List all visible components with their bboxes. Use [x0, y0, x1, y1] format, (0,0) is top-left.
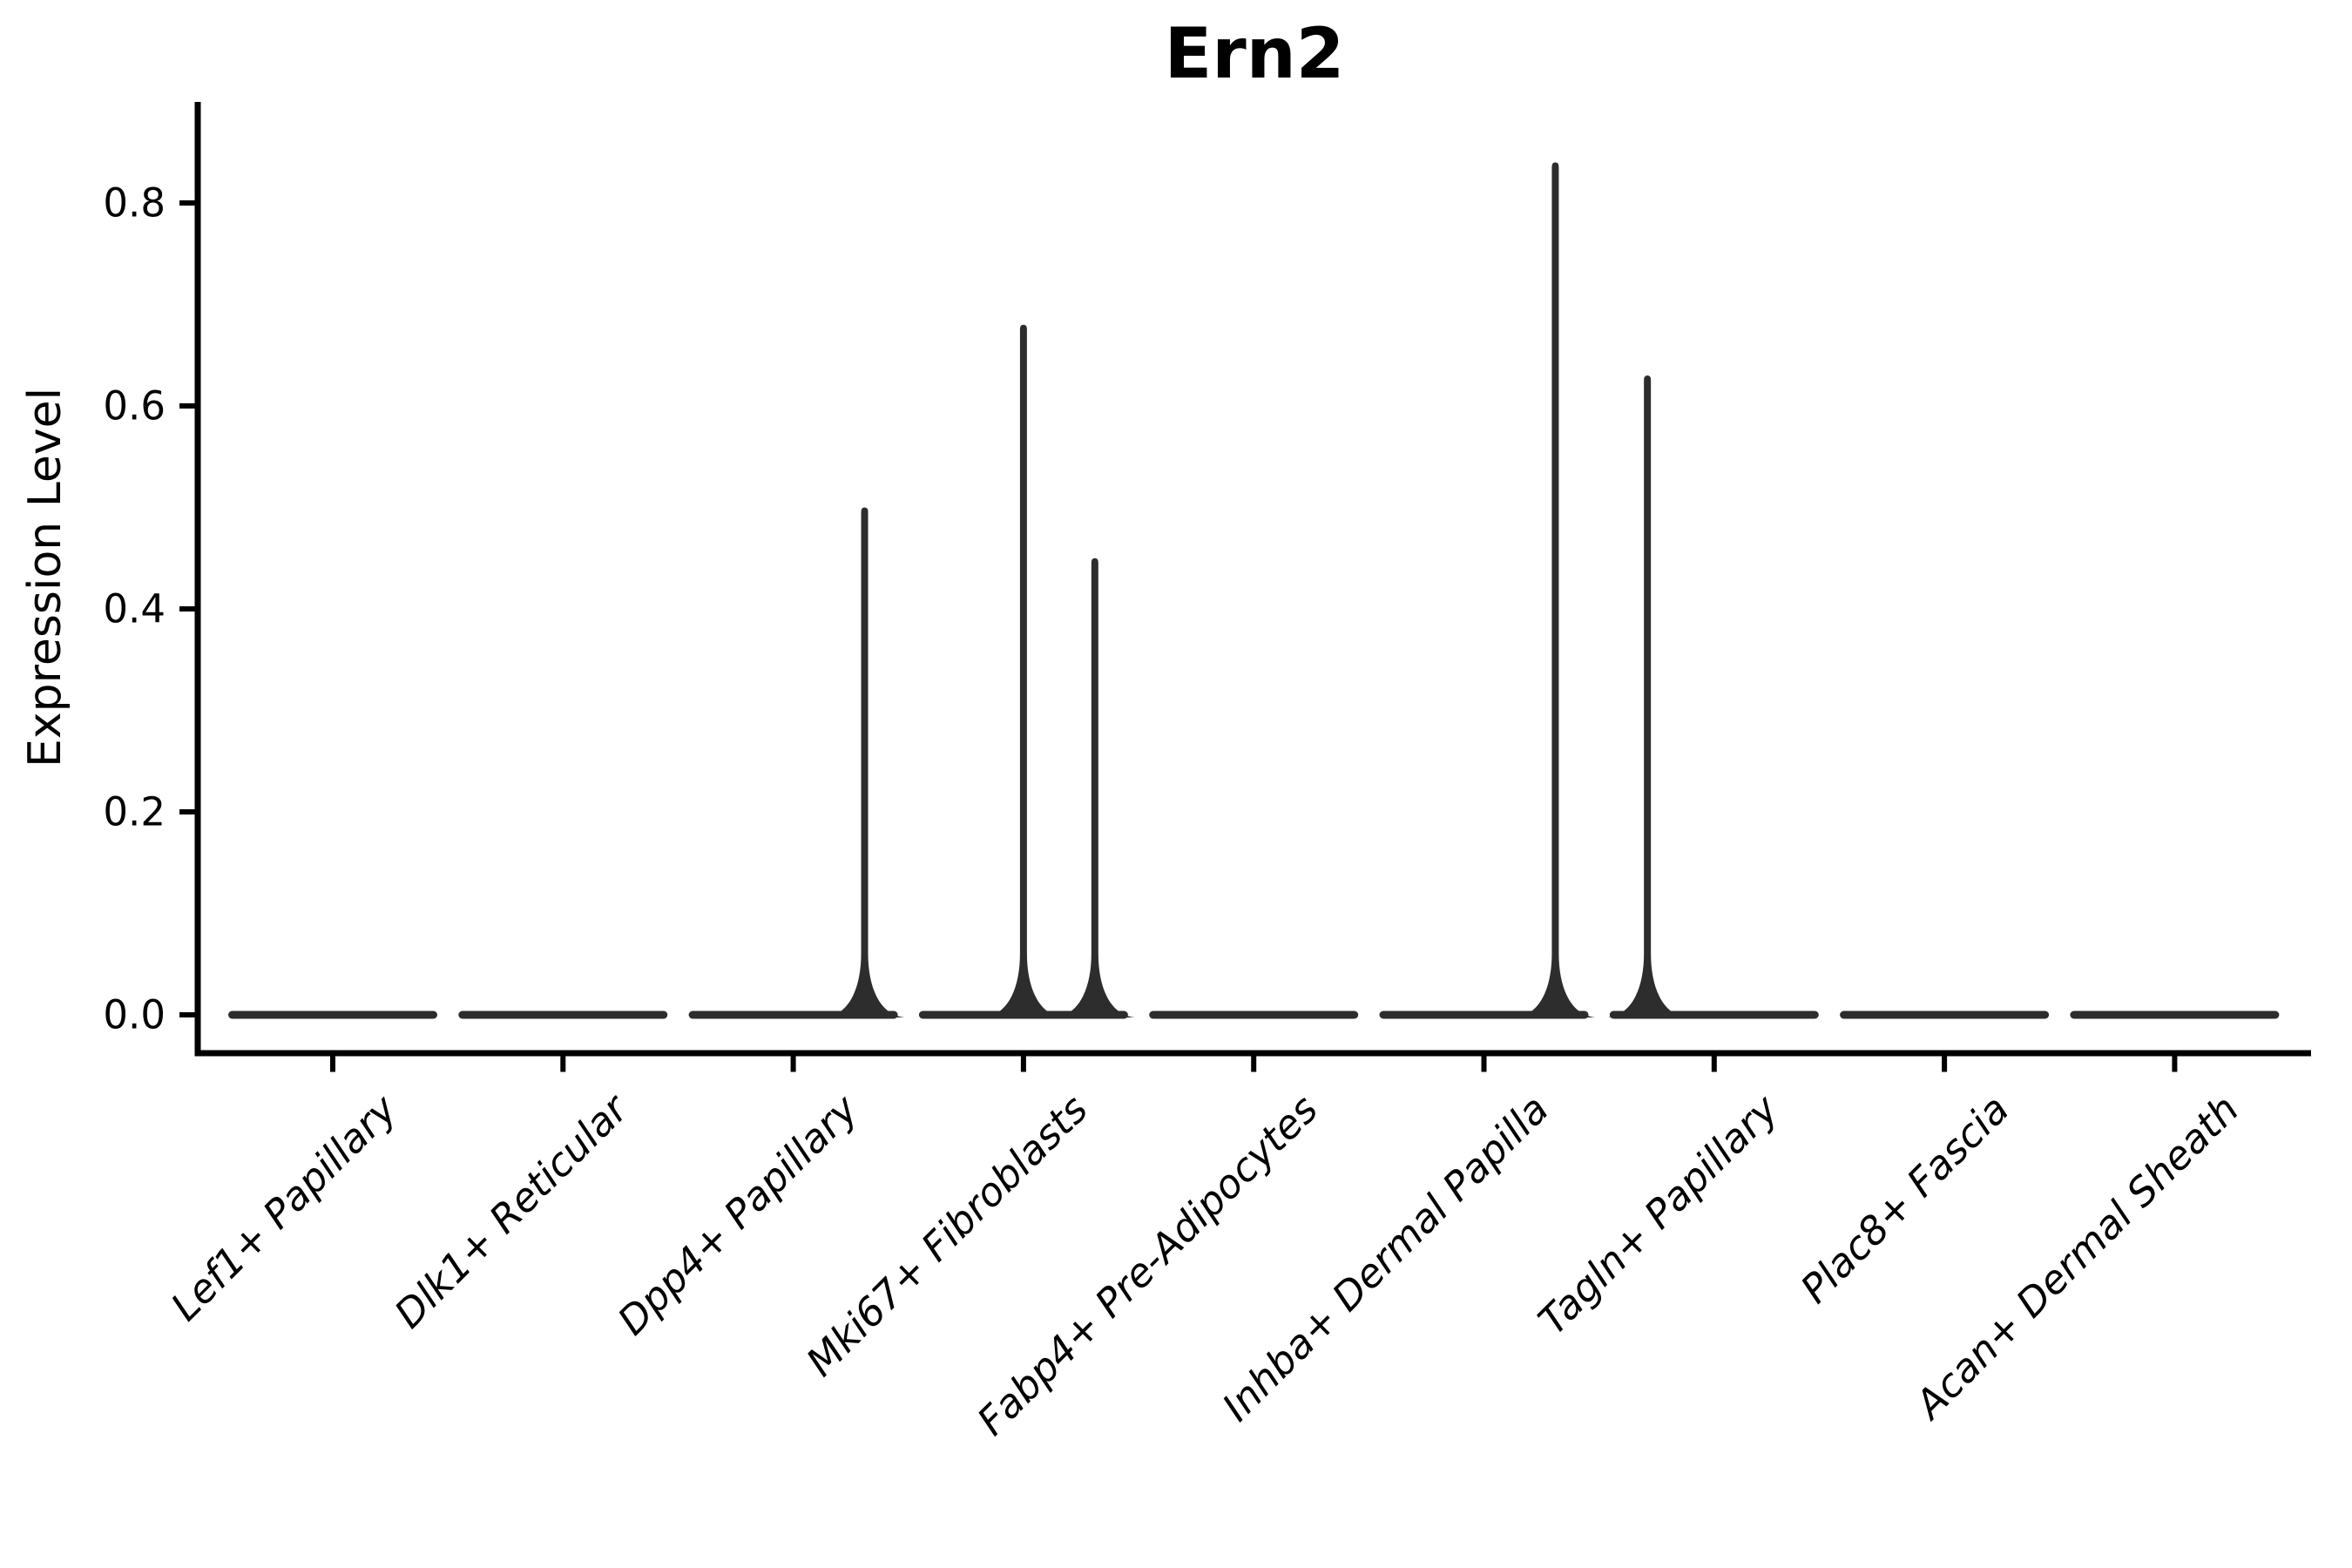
x-tick: [1020, 1055, 1026, 1072]
x-tick: [330, 1055, 335, 1072]
y-tick-label: 0.6: [103, 382, 166, 429]
x-tick: [1942, 1055, 1948, 1072]
x-tick: [790, 1055, 796, 1072]
y-tick: [179, 606, 198, 612]
violin-spike: [1054, 558, 1135, 1017]
y-tick-label: 0.8: [103, 179, 166, 226]
y-tick: [179, 403, 198, 409]
violin-spike: [983, 324, 1064, 1017]
y-axis-line: [194, 102, 201, 1057]
x-tick: [1711, 1055, 1717, 1072]
y-axis-title: Expression Level: [19, 387, 71, 768]
y-tick-label: 0.4: [103, 585, 166, 632]
violin-spike: [1607, 375, 1688, 1017]
y-tick: [179, 1012, 198, 1017]
x-axis-line: [194, 1050, 2311, 1057]
y-tick: [179, 809, 198, 814]
y-tick: [179, 200, 198, 206]
y-tick-label: 0.2: [103, 788, 166, 835]
x-tick: [560, 1055, 566, 1072]
plot-title: Ern2: [1164, 13, 1345, 94]
y-tick-label: 0.0: [103, 991, 166, 1038]
violin-spike: [1515, 162, 1596, 1017]
x-tick: [1481, 1055, 1487, 1072]
x-tick: [2172, 1055, 2178, 1072]
x-tick: [1251, 1055, 1257, 1072]
violin-spike: [824, 507, 905, 1017]
